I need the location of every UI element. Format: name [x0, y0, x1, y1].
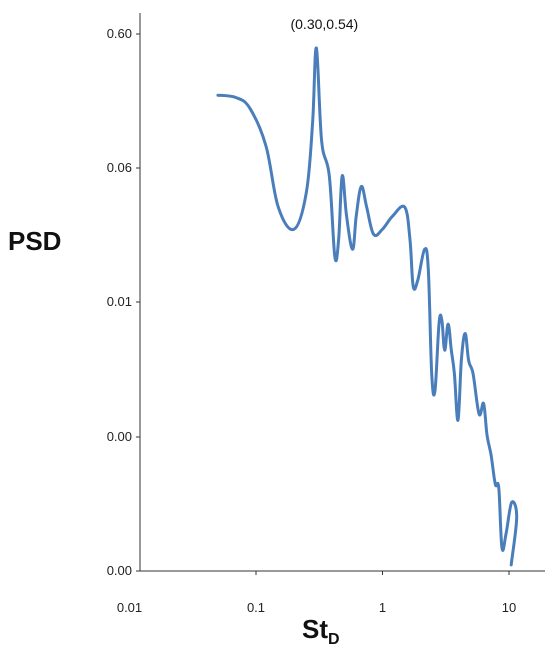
x-tick-labels: 0.01 0.1 1 10 [117, 571, 516, 615]
x-tick-label: 1 [379, 600, 386, 615]
y-axis-label: PSD [8, 226, 61, 256]
y-tick-label: 0.00 [107, 563, 132, 578]
y-tick-label: 0.06 [107, 160, 132, 175]
x-tick-label: 0.1 [247, 600, 265, 615]
y-tick-label: 0.00 [107, 429, 132, 444]
y-tick-label: 0.60 [107, 26, 132, 41]
x-axis-label-main: St [302, 614, 328, 644]
psd-series-line [216, 46, 519, 567]
x-axis-label: StD [302, 614, 340, 648]
y-tick-label: 0.01 [107, 294, 132, 309]
y-tick-labels: 0.60 0.06 0.01 0.00 0.00 [107, 26, 140, 578]
peak-annotation: (0.30,0.54) [290, 16, 358, 32]
x-tick-label: 0.01 [117, 600, 142, 615]
x-axis-label-subscript: D [328, 631, 340, 648]
x-tick-label: 10 [502, 600, 516, 615]
